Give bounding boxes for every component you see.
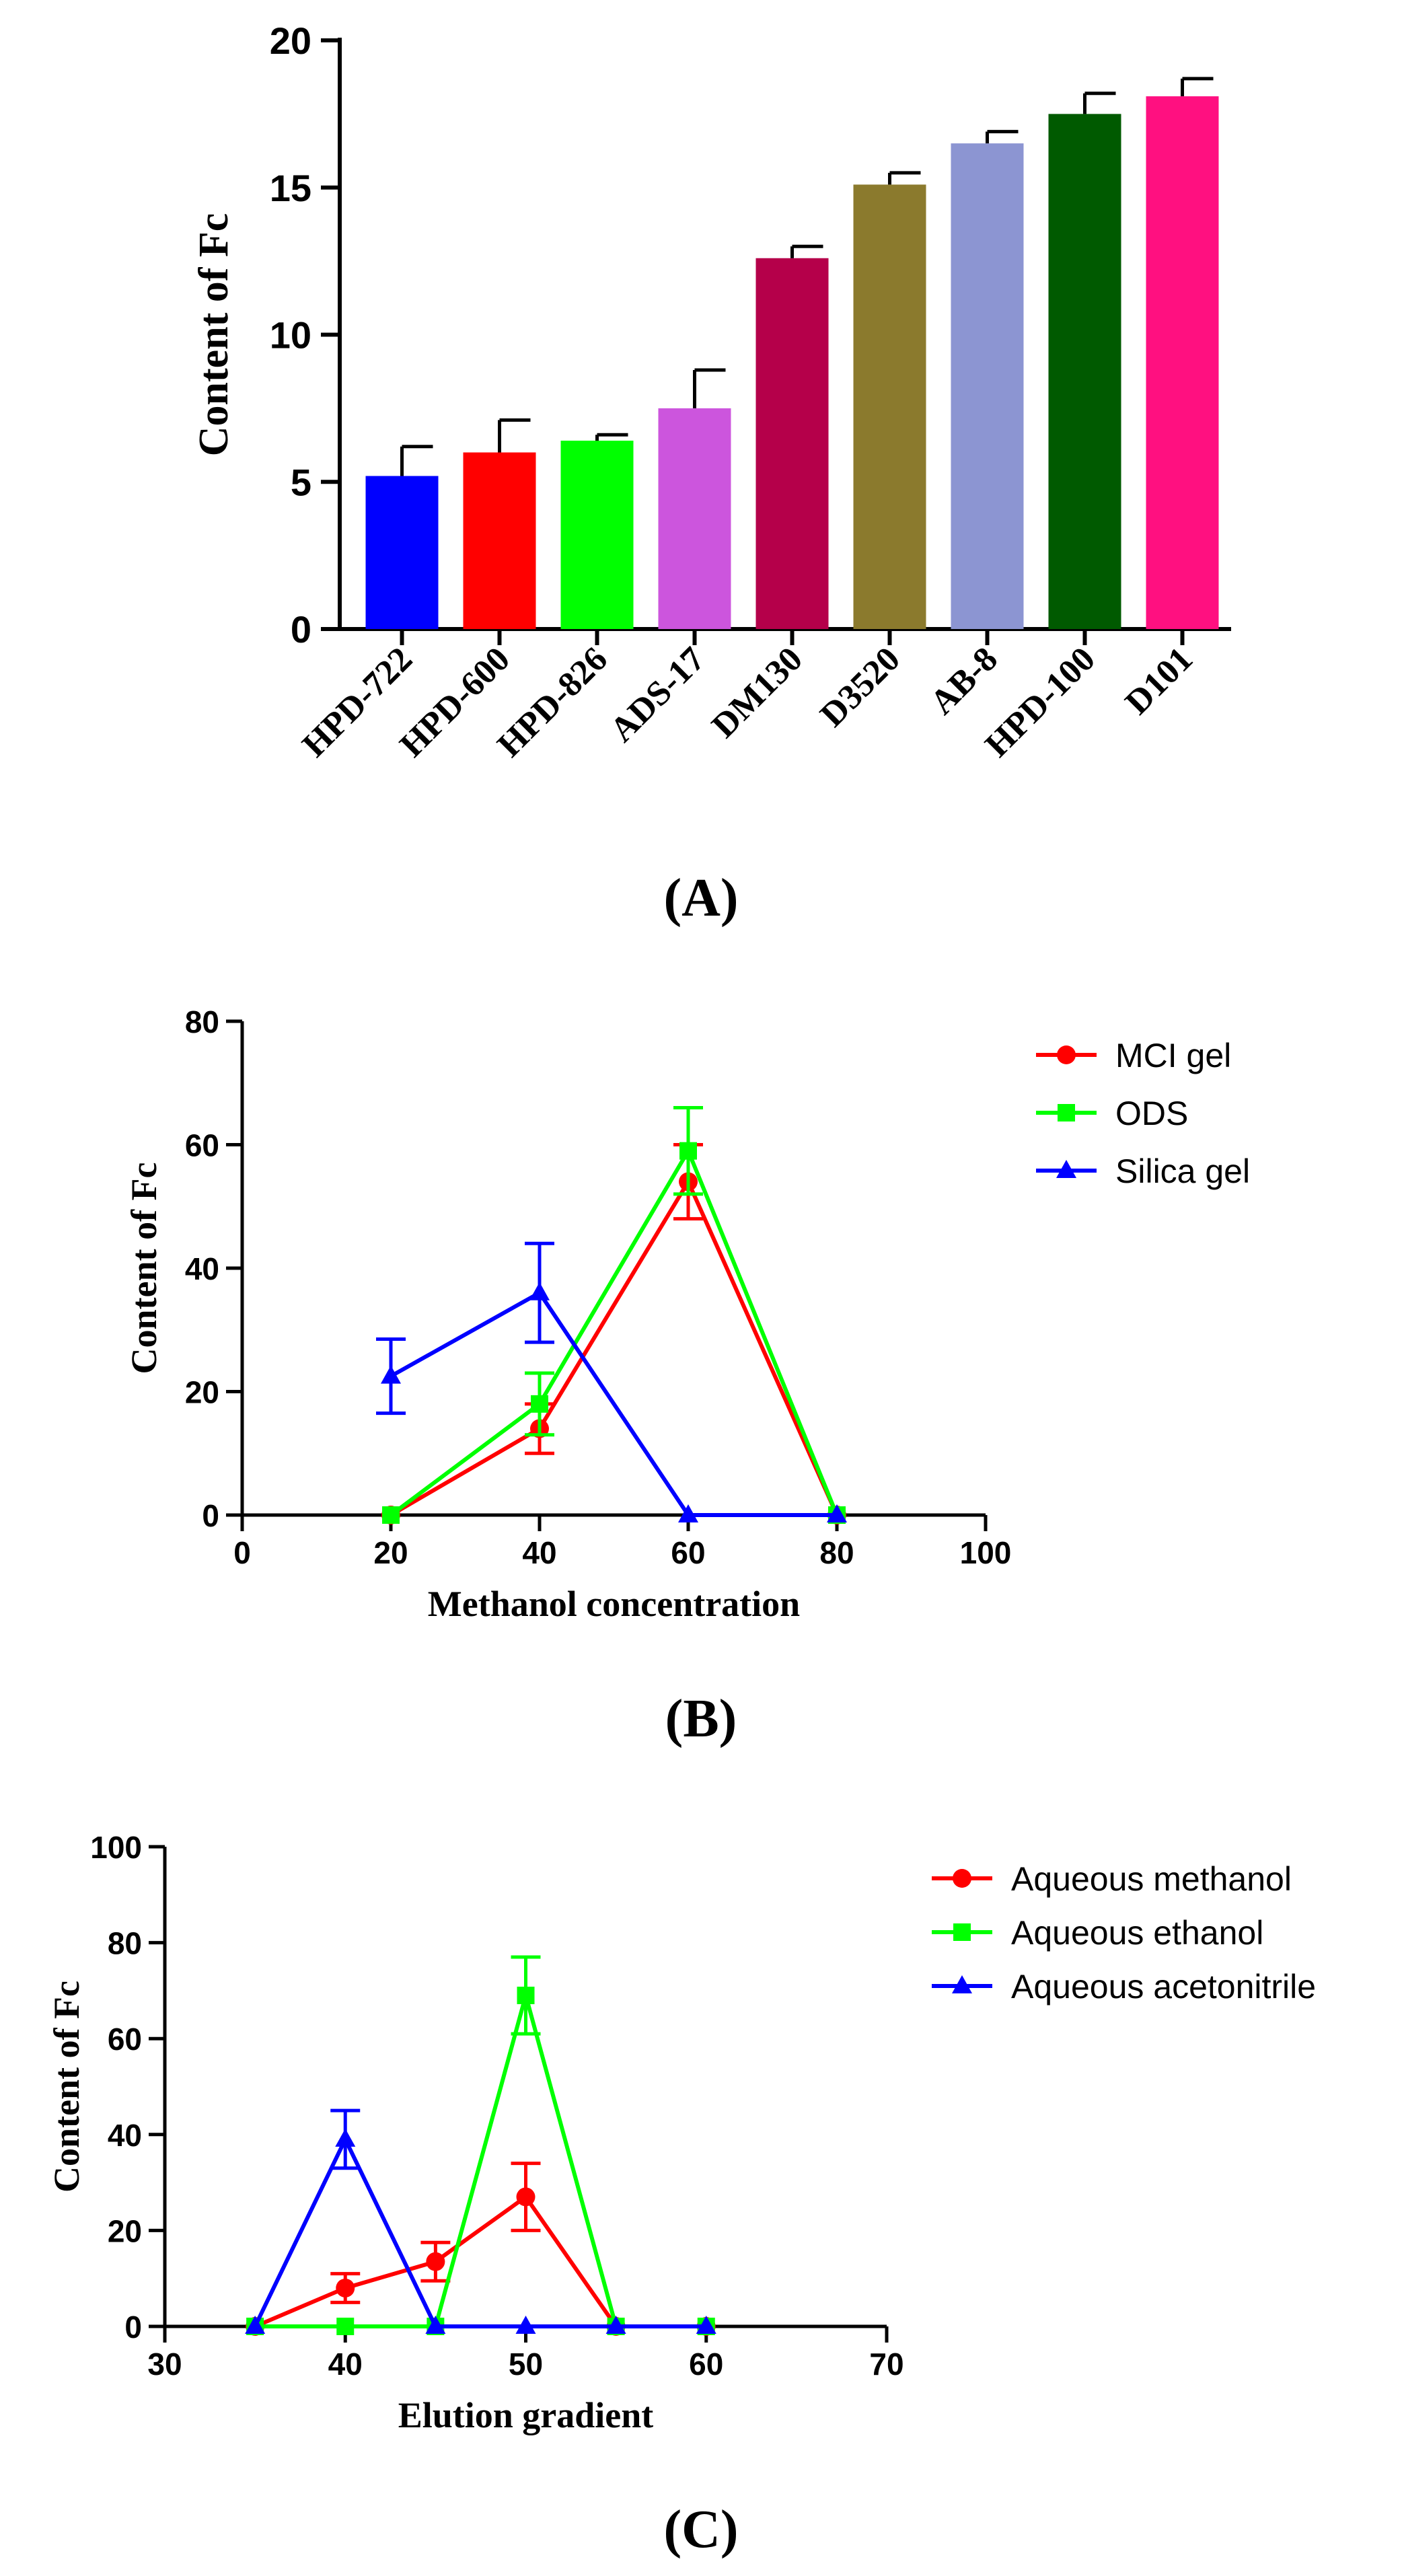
x-tick-label: 40 (328, 2347, 363, 2382)
x-tick-label: 40 (522, 1535, 556, 1570)
bar (658, 408, 731, 629)
legend-label-ods: ODS (1115, 1095, 1188, 1132)
legend-label-silica-gel: Silica gel (1115, 1152, 1250, 1190)
legend-marker-mci-gel (1057, 1045, 1076, 1064)
y-tick-label: 5 (291, 461, 311, 503)
legend-marker-aqueous-ethanol (953, 1923, 971, 1941)
x-tick-label: 50 (509, 2347, 543, 2382)
y-tick-label: 60 (108, 2022, 142, 2057)
y-axis-label: Content of Fc (124, 1163, 164, 1374)
y-tick-label: 60 (185, 1128, 219, 1163)
y-tick-label: 10 (270, 314, 311, 357)
x-tick-label: DM130 (704, 640, 810, 745)
data-point-aqueous-acetonitrile (425, 2316, 446, 2334)
x-tick-label: 20 (373, 1535, 408, 1570)
x-tick-label: ADS-17 (603, 640, 712, 749)
y-tick-label: 40 (108, 2118, 142, 2153)
line-chart-elution: 0 20 40 60 80 100 30 40 50 60 70 Elution gradient Co… (46, 1830, 1316, 2435)
x-tick-label: 60 (671, 1535, 705, 1570)
bar (755, 258, 829, 629)
legend-label-aqueous-ethanol: Aqueous ethanol (1011, 1914, 1263, 1952)
data-point-ods (531, 1395, 548, 1413)
y-tick-label: 80 (185, 1004, 219, 1039)
data-point-silica-gel (678, 1504, 698, 1522)
series-line-aqueous-ethanol (255, 1987, 706, 2328)
data-point-aqueous-acetonitrile (335, 2128, 356, 2147)
data-point-aqueous-methanol (516, 2187, 536, 2207)
y-tick-label: 20 (185, 1375, 219, 1410)
data-point-aqueous-acetonitrile (245, 2316, 266, 2334)
bar (365, 476, 439, 629)
legend-label-aqueous-acetonitrile: Aqueous acetonitrile (1011, 1968, 1316, 2005)
series-line-aqueous-acetonitrile (253, 2135, 706, 2328)
data-point-aqueous-acetonitrile (515, 2316, 536, 2334)
x-tick-label: D101 (1118, 640, 1200, 722)
x-tick-label: 30 (147, 2347, 182, 2382)
x-tick-label: 70 (869, 2347, 903, 2382)
x-tick-label: D3520 (813, 640, 908, 734)
legend-label-aqueous-methanol: Aqueous methanol (1011, 1860, 1292, 1898)
data-point-aqueous-acetonitrile (696, 2316, 716, 2334)
y-tick-label: 100 (90, 1830, 142, 1865)
data-point-aqueous-methanol (336, 2278, 355, 2297)
x-axis-label: Methanol concentration (428, 1584, 800, 1624)
legend-marker-silica-gel (1056, 1160, 1076, 1178)
panel-c-label: (C) (663, 2500, 739, 2559)
panel-a-label: (A) (663, 869, 739, 928)
y-tick-label: 80 (108, 1926, 142, 1961)
x-tick-label: 0 (233, 1535, 251, 1570)
data-point-ods (382, 1506, 400, 1524)
bar (1048, 114, 1121, 629)
y-tick-label: 0 (291, 608, 311, 651)
y-tick-label: 0 (202, 1498, 219, 1533)
legend-marker-aqueous-acetonitrile (952, 1975, 972, 1993)
y-tick-label: 15 (270, 167, 311, 209)
panel-b: 0 20 40 60 80 0 20 40 60 80 100 Methanol concentrat… (0, 928, 1402, 1776)
series-line-silica-gel (390, 1290, 837, 1517)
x-tick-label: 80 (819, 1535, 854, 1570)
series-line-ods (390, 1146, 839, 1517)
data-point-silica-gel (529, 1282, 550, 1300)
series-line-mci-gel (390, 1177, 839, 1517)
bar (1146, 96, 1219, 629)
panel-b-label: (B) (665, 1689, 737, 1749)
data-point-aqueous-ethanol (517, 1987, 535, 2005)
data-point-aqueous-methanol (426, 2252, 445, 2271)
y-tick-label: 20 (270, 20, 311, 62)
data-point-silica-gel (827, 1504, 847, 1522)
legend-marker-aqueous-methanol (953, 1869, 971, 1888)
y-axis-label: Content of Fc (191, 213, 237, 457)
y-tick-label: 40 (185, 1251, 219, 1286)
y-tick-label: 0 (124, 2310, 142, 2345)
data-point-ods (679, 1142, 697, 1160)
panel-c: 0 20 40 60 80 100 30 40 50 60 70 Elution gradient Co… (0, 1776, 1402, 2573)
data-point-aqueous-ethanol (336, 2318, 355, 2335)
bar (951, 143, 1024, 629)
data-point-aqueous-acetonitrile (605, 2316, 626, 2334)
legend-marker-ods (1058, 1104, 1075, 1121)
x-tick-label: AB-8 (923, 640, 1005, 722)
data-point-silica-gel (381, 1365, 401, 1384)
y-tick-label: 20 (108, 2213, 142, 2248)
legend-label-mci-gel: MCI gel (1115, 1037, 1231, 1074)
bar (853, 184, 926, 629)
x-tick-label: 60 (689, 2347, 723, 2382)
bar (560, 441, 634, 629)
panel-a: 0 5 10 15 20 Content of Fc HPD-722 HPD-600 HPD-8… (0, 0, 1402, 928)
bar (463, 452, 536, 629)
y-axis-label: Content of Fc (46, 1981, 87, 2193)
line-chart-methanol: 0 20 40 60 80 0 20 40 60 80 100 Methanol concentrat… (124, 1004, 1250, 1624)
series-line-aqueous-methanol (254, 2194, 706, 2328)
x-tick-label: 100 (960, 1535, 1012, 1570)
x-axis-label: Elution gradient (398, 2395, 654, 2435)
